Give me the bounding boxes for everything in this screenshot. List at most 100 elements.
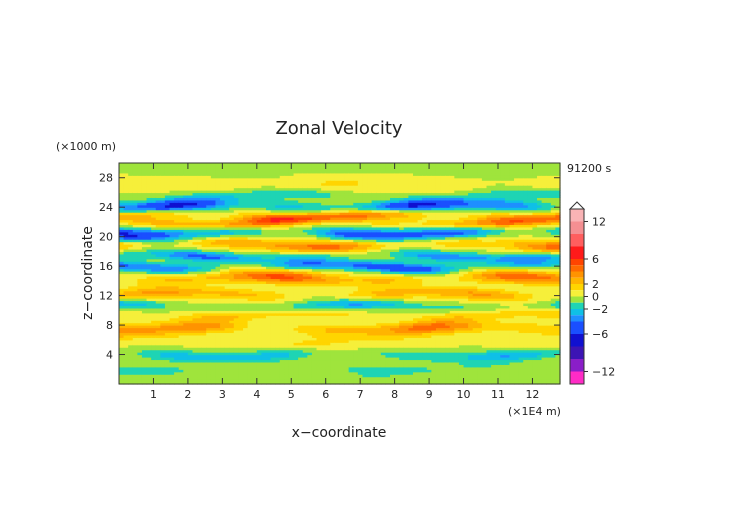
heatmap-cell <box>362 244 368 248</box>
heatmap-cell <box>238 192 244 196</box>
heatmap-cell <box>192 209 198 213</box>
heatmap-cell <box>288 209 295 213</box>
heatmap-cell <box>261 356 267 361</box>
heatmap-cell <box>123 288 129 292</box>
heatmap-cell <box>252 278 258 282</box>
heatmap-cell <box>215 256 221 260</box>
heatmap-cell <box>229 251 235 255</box>
heatmap-cell <box>233 271 240 275</box>
heatmap-cell <box>316 347 322 351</box>
heatmap-cell <box>220 234 226 238</box>
heatmap-cell <box>183 187 189 191</box>
heatmap-cell <box>243 293 249 297</box>
heatmap-cell <box>330 334 336 338</box>
heatmap-cell <box>169 197 175 201</box>
heatmap-cell <box>141 334 148 338</box>
heatmap-cell <box>128 190 134 194</box>
heatmap-cell <box>275 244 281 248</box>
heatmap-cell <box>302 337 308 341</box>
heatmap-cell <box>279 204 285 208</box>
heatmap-cell <box>164 167 171 171</box>
heatmap-cell <box>367 187 373 191</box>
heatmap-cell <box>164 229 171 233</box>
heatmap-cell <box>339 312 345 316</box>
heatmap-cell <box>247 288 253 292</box>
heatmap-cell <box>362 366 368 370</box>
heatmap-cell <box>187 170 194 174</box>
heatmap-cell <box>348 226 354 230</box>
heatmap-cell <box>307 246 313 250</box>
heatmap-cell <box>279 212 285 216</box>
heatmap-cell <box>224 334 230 338</box>
heatmap-cell <box>266 275 272 280</box>
heatmap-cell <box>183 229 189 233</box>
heatmap-cell <box>210 212 217 216</box>
heatmap-cell <box>141 379 148 383</box>
heatmap-cell <box>123 217 129 221</box>
heatmap-cell <box>151 298 157 302</box>
heatmap-cell <box>151 224 157 228</box>
heatmap-cell <box>123 285 129 289</box>
heatmap-cell <box>155 317 161 321</box>
heatmap-cell <box>192 246 198 250</box>
heatmap-cell <box>169 300 175 304</box>
heatmap-cell <box>174 349 180 353</box>
heatmap-cell <box>357 364 364 368</box>
heatmap-cell <box>160 170 166 174</box>
heatmap-cell <box>284 290 290 294</box>
heatmap-cell <box>247 371 253 375</box>
heatmap-cell <box>160 204 166 208</box>
heatmap-cell <box>215 192 221 196</box>
heatmap-cell <box>307 342 313 346</box>
heatmap-cell <box>261 268 267 272</box>
heatmap-cell <box>252 182 258 186</box>
heatmap-cell <box>215 325 221 329</box>
heatmap-cell <box>224 192 230 196</box>
heatmap-cell <box>353 163 359 167</box>
heatmap-cell <box>169 320 175 324</box>
heatmap-cell <box>339 332 345 336</box>
heatmap-cell <box>284 261 290 265</box>
heatmap-cell <box>132 271 138 275</box>
heatmap-cell <box>238 271 244 275</box>
heatmap-cell <box>321 251 327 255</box>
heatmap-cell <box>256 172 262 176</box>
heatmap-cell <box>279 315 285 319</box>
heatmap-cell <box>316 180 322 184</box>
heatmap-cell <box>367 234 373 238</box>
heatmap-cell <box>339 295 345 299</box>
heatmap-cell <box>316 342 322 346</box>
heatmap-cell <box>206 190 212 194</box>
heatmap-cell <box>307 182 313 186</box>
heatmap-cell <box>192 221 198 225</box>
heatmap-cell <box>348 207 354 211</box>
heatmap-cell <box>137 219 143 223</box>
heatmap-cell <box>288 202 295 206</box>
heatmap-cell <box>174 374 180 378</box>
heatmap-cell <box>348 165 354 169</box>
heatmap-cell <box>187 300 194 304</box>
heatmap-cell <box>270 285 276 289</box>
heatmap-cell <box>247 275 253 280</box>
heatmap-cell <box>298 293 304 297</box>
heatmap-cell <box>119 221 125 225</box>
heatmap-cell <box>197 192 203 196</box>
heatmap-cell <box>270 190 276 194</box>
heatmap-cell <box>197 283 203 287</box>
heatmap-cell <box>266 317 272 321</box>
heatmap-cell <box>344 256 350 260</box>
heatmap-cell <box>210 236 217 240</box>
heatmap-cell <box>247 329 253 334</box>
heatmap-cell <box>151 315 157 319</box>
heatmap-cell <box>215 253 221 257</box>
heatmap-cell <box>353 298 359 302</box>
heatmap-cell <box>367 356 373 361</box>
heatmap-cell <box>344 231 350 235</box>
heatmap-cell <box>155 163 161 167</box>
heatmap-cell <box>238 266 244 270</box>
heatmap-cell <box>367 322 373 326</box>
heatmap-cell <box>275 185 281 189</box>
heatmap-cell <box>330 317 336 321</box>
heatmap-cell <box>178 371 184 375</box>
heatmap-cell <box>357 344 364 348</box>
